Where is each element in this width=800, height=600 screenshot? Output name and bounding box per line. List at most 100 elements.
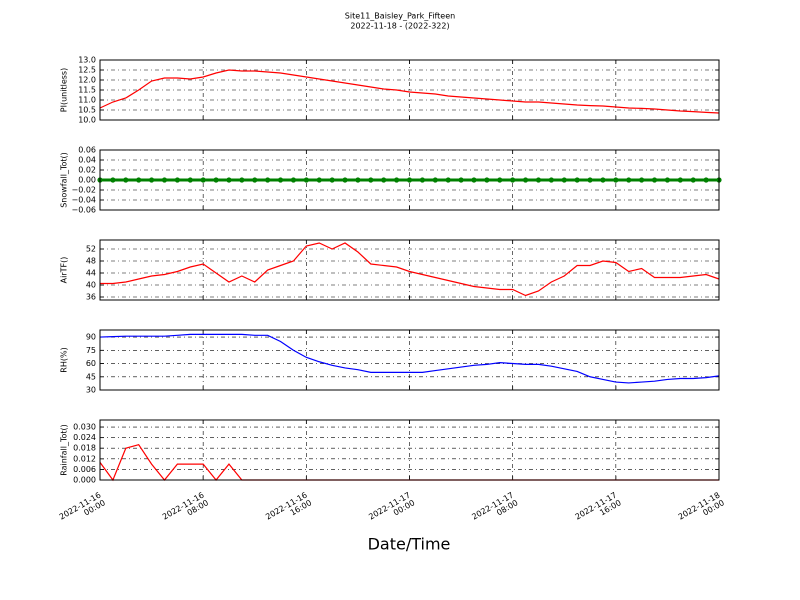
data-point bbox=[445, 177, 451, 183]
y-tick-label: 90 bbox=[86, 333, 96, 342]
data-point bbox=[574, 177, 580, 183]
y-tick-label: 60 bbox=[86, 359, 96, 368]
y-tick-label: 30 bbox=[86, 386, 96, 395]
data-point bbox=[329, 177, 335, 183]
data-point bbox=[419, 177, 425, 183]
y-tick-label: 52 bbox=[86, 245, 96, 254]
data-line bbox=[100, 242, 720, 297]
data-point bbox=[510, 177, 516, 183]
axes-frame bbox=[99, 239, 720, 301]
y-tick-label: 11.0 bbox=[78, 96, 96, 105]
data-line bbox=[99, 69, 720, 114]
data-point bbox=[484, 177, 490, 183]
data-point bbox=[252, 177, 258, 183]
y-axis-label: PI(unitless) bbox=[60, 68, 69, 112]
data-point bbox=[316, 177, 322, 183]
x-tick-label: 2022-11-1716:00 bbox=[573, 490, 622, 529]
axes-frame bbox=[99, 149, 720, 211]
x-axis-label: Date/Time bbox=[368, 535, 451, 554]
y-tick-label: 10.0 bbox=[78, 116, 96, 125]
y-tick-label: 0.02 bbox=[78, 166, 96, 175]
y-tick-label: 10.5 bbox=[78, 106, 96, 115]
x-tick-label: 2022-11-1600:00 bbox=[57, 490, 106, 529]
data-point bbox=[213, 177, 219, 183]
data-line bbox=[99, 444, 719, 482]
data-point bbox=[639, 177, 645, 183]
data-point bbox=[355, 177, 361, 183]
data-point bbox=[497, 177, 503, 183]
data-point bbox=[471, 177, 477, 183]
data-point bbox=[277, 177, 284, 183]
data-point bbox=[677, 177, 683, 183]
data-point bbox=[406, 177, 413, 183]
data-point bbox=[458, 177, 464, 183]
title: Site11_Baisley_Park_Fifteen bbox=[345, 12, 455, 21]
data-point bbox=[651, 177, 658, 183]
x-tick-label: 2022-11-1800:00 bbox=[676, 490, 725, 529]
y-tick-label: 0.00 bbox=[78, 176, 96, 185]
data-point bbox=[535, 177, 542, 183]
y-tick-label: 45 bbox=[86, 372, 96, 381]
data-point bbox=[226, 177, 232, 183]
y-tick-label: 0.030 bbox=[73, 423, 96, 432]
y-tick-label: 44 bbox=[86, 269, 96, 278]
y-tick-label: 0.012 bbox=[73, 454, 96, 463]
data-point bbox=[123, 177, 129, 183]
data-point bbox=[626, 177, 632, 183]
data-point bbox=[290, 177, 297, 183]
y-tick-label: 12.5 bbox=[78, 66, 96, 75]
x-tick-label: 2022-11-1616:00 bbox=[264, 490, 313, 529]
y-tick-label: 48 bbox=[86, 257, 96, 266]
y-axis-label: RH(%) bbox=[60, 347, 69, 372]
x-tick-label: 2022-11-1700:00 bbox=[367, 490, 416, 529]
data-point bbox=[265, 177, 271, 183]
y-tick-label: 36 bbox=[86, 293, 96, 302]
y-tick-label: 11.5 bbox=[78, 86, 96, 95]
data-point bbox=[613, 177, 619, 183]
axes-frame bbox=[99, 329, 720, 391]
y-tick-label: −0.02 bbox=[71, 186, 96, 195]
y-tick-label: −0.06 bbox=[71, 206, 96, 215]
y-axis-label: Snowfall_Tot() bbox=[60, 152, 69, 208]
data-point bbox=[690, 177, 696, 183]
y-axis-label: Rainfall_Tot() bbox=[60, 424, 69, 476]
data-point bbox=[522, 177, 529, 183]
y-tick-label: 40 bbox=[86, 281, 96, 290]
data-point bbox=[381, 177, 387, 183]
y-tick-label: 0.018 bbox=[73, 444, 96, 453]
y-tick-label: 0.006 bbox=[73, 465, 96, 474]
data-point bbox=[394, 177, 400, 183]
data-point bbox=[432, 177, 438, 183]
data-point bbox=[587, 177, 593, 183]
x-tick-label: 2022-11-1608:00 bbox=[161, 490, 210, 529]
data-point bbox=[239, 177, 245, 183]
y-tick-label: 13.0 bbox=[78, 56, 96, 65]
data-point bbox=[148, 177, 155, 183]
data-point bbox=[161, 177, 168, 183]
data-point bbox=[303, 177, 309, 183]
y-tick-label: 12.0 bbox=[78, 76, 96, 85]
axes-frame bbox=[99, 59, 720, 121]
data-point bbox=[110, 177, 116, 183]
y-axis-label: AirTF() bbox=[60, 257, 69, 284]
subtitle: 2022-11-18 - (2022-322) bbox=[350, 22, 449, 31]
y-tick-label: −0.04 bbox=[71, 196, 96, 205]
data-point bbox=[200, 177, 206, 183]
data-point bbox=[664, 177, 671, 183]
y-tick-label: 75 bbox=[86, 346, 96, 355]
data-point bbox=[703, 177, 709, 183]
data-point bbox=[187, 177, 193, 183]
y-tick-label: 0.024 bbox=[73, 433, 96, 442]
x-tick-label: 2022-11-1708:00 bbox=[470, 490, 519, 529]
data-point bbox=[548, 177, 554, 183]
data-point bbox=[342, 177, 348, 183]
data-line bbox=[99, 333, 720, 384]
data-point bbox=[136, 177, 142, 183]
data-point bbox=[600, 177, 606, 183]
y-tick-label: 0.06 bbox=[78, 146, 96, 155]
data-point bbox=[174, 177, 180, 183]
y-tick-label: 0.000 bbox=[73, 476, 96, 485]
y-tick-label: 0.04 bbox=[78, 156, 96, 165]
data-point bbox=[368, 177, 374, 183]
